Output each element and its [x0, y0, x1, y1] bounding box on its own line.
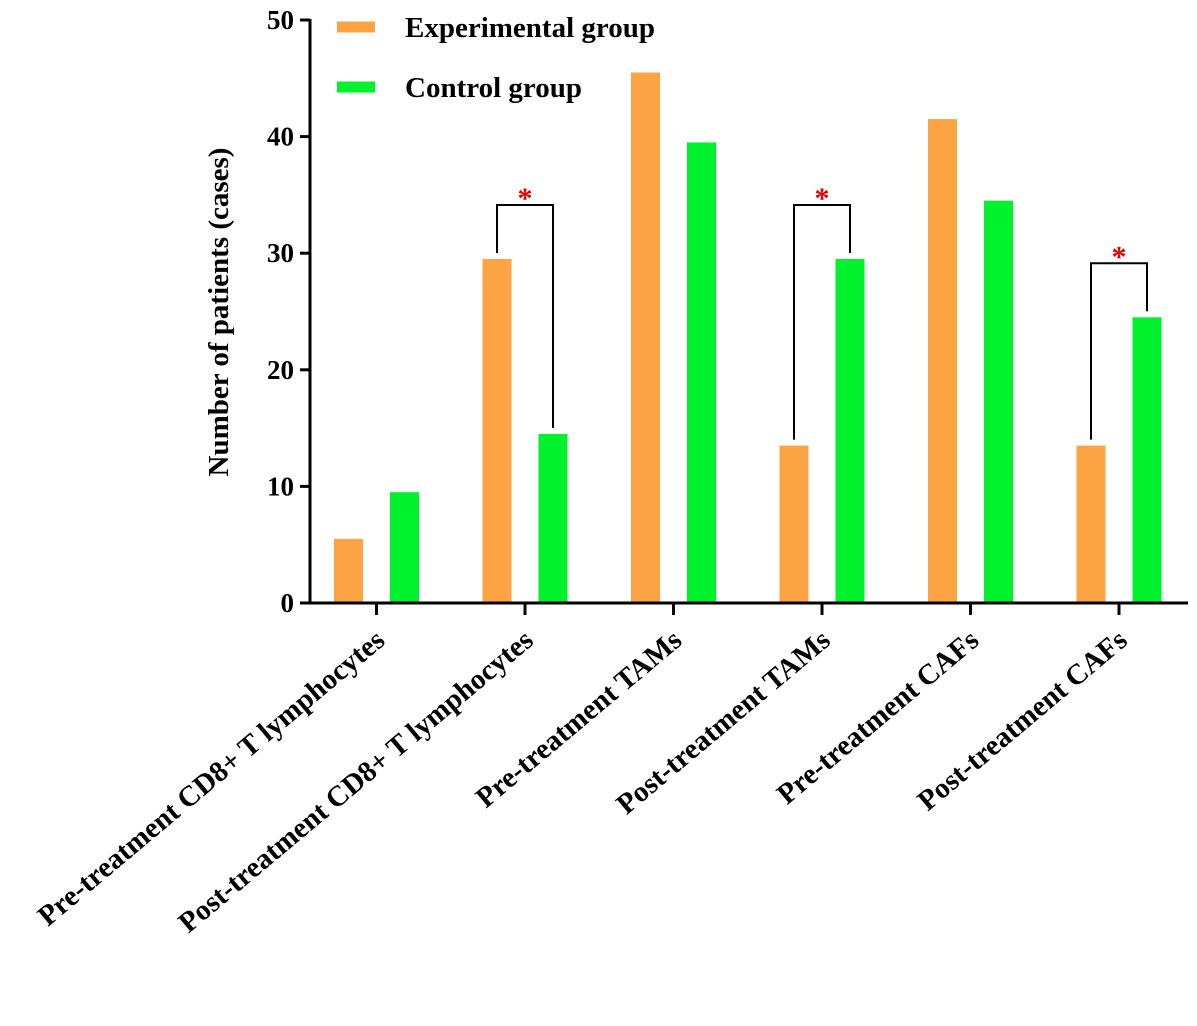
bars-layer: [334, 72, 1162, 603]
y-tick-label-5: 50: [267, 5, 294, 35]
bar-experimental-0: [334, 538, 363, 603]
y-tick-label-0: 0: [281, 588, 295, 618]
bar-control-3: [835, 259, 865, 603]
bar-experimental-2: [631, 72, 660, 603]
legend: Experimental group Control group: [337, 12, 655, 104]
y-axis-label: Number of patients (cases): [203, 148, 235, 477]
y-tick-label-3: 30: [267, 238, 294, 268]
significance-bracket-0: [496, 204, 554, 428]
bar-control-1: [538, 433, 568, 603]
y-tick-label-1: 10: [267, 471, 294, 501]
legend-label-control: Control group: [405, 72, 582, 104]
bar-control-2: [687, 142, 716, 603]
y-axis: 0 10 20 30 40 50: [267, 5, 312, 618]
significance-bracket-1: [793, 204, 851, 440]
legend-swatch-experimental: [337, 21, 375, 33]
legend-label-experimental: Experimental group: [405, 12, 655, 44]
significance-star-2: *: [1112, 240, 1127, 273]
bar-experimental-4: [928, 119, 957, 603]
legend-swatch-control: [337, 81, 375, 93]
significance-bracket-2: [1090, 262, 1148, 440]
bar-experimental-3: [779, 445, 809, 603]
x-axis: Pre-treatment CD8+ T lymphocytesPost-tre…: [32, 601, 1188, 939]
bar-control-5: [1132, 317, 1162, 603]
y-tick-label-2: 20: [267, 355, 294, 385]
bar-experimental-1: [482, 259, 512, 603]
significance-layer: * * *: [496, 182, 1148, 440]
bar-control-0: [390, 492, 419, 603]
significance-star-0: *: [518, 182, 533, 215]
y-tick-label-4: 40: [267, 122, 294, 152]
bar-experimental-5: [1076, 445, 1106, 603]
bar-control-4: [984, 200, 1013, 603]
significance-star-1: *: [815, 182, 830, 215]
